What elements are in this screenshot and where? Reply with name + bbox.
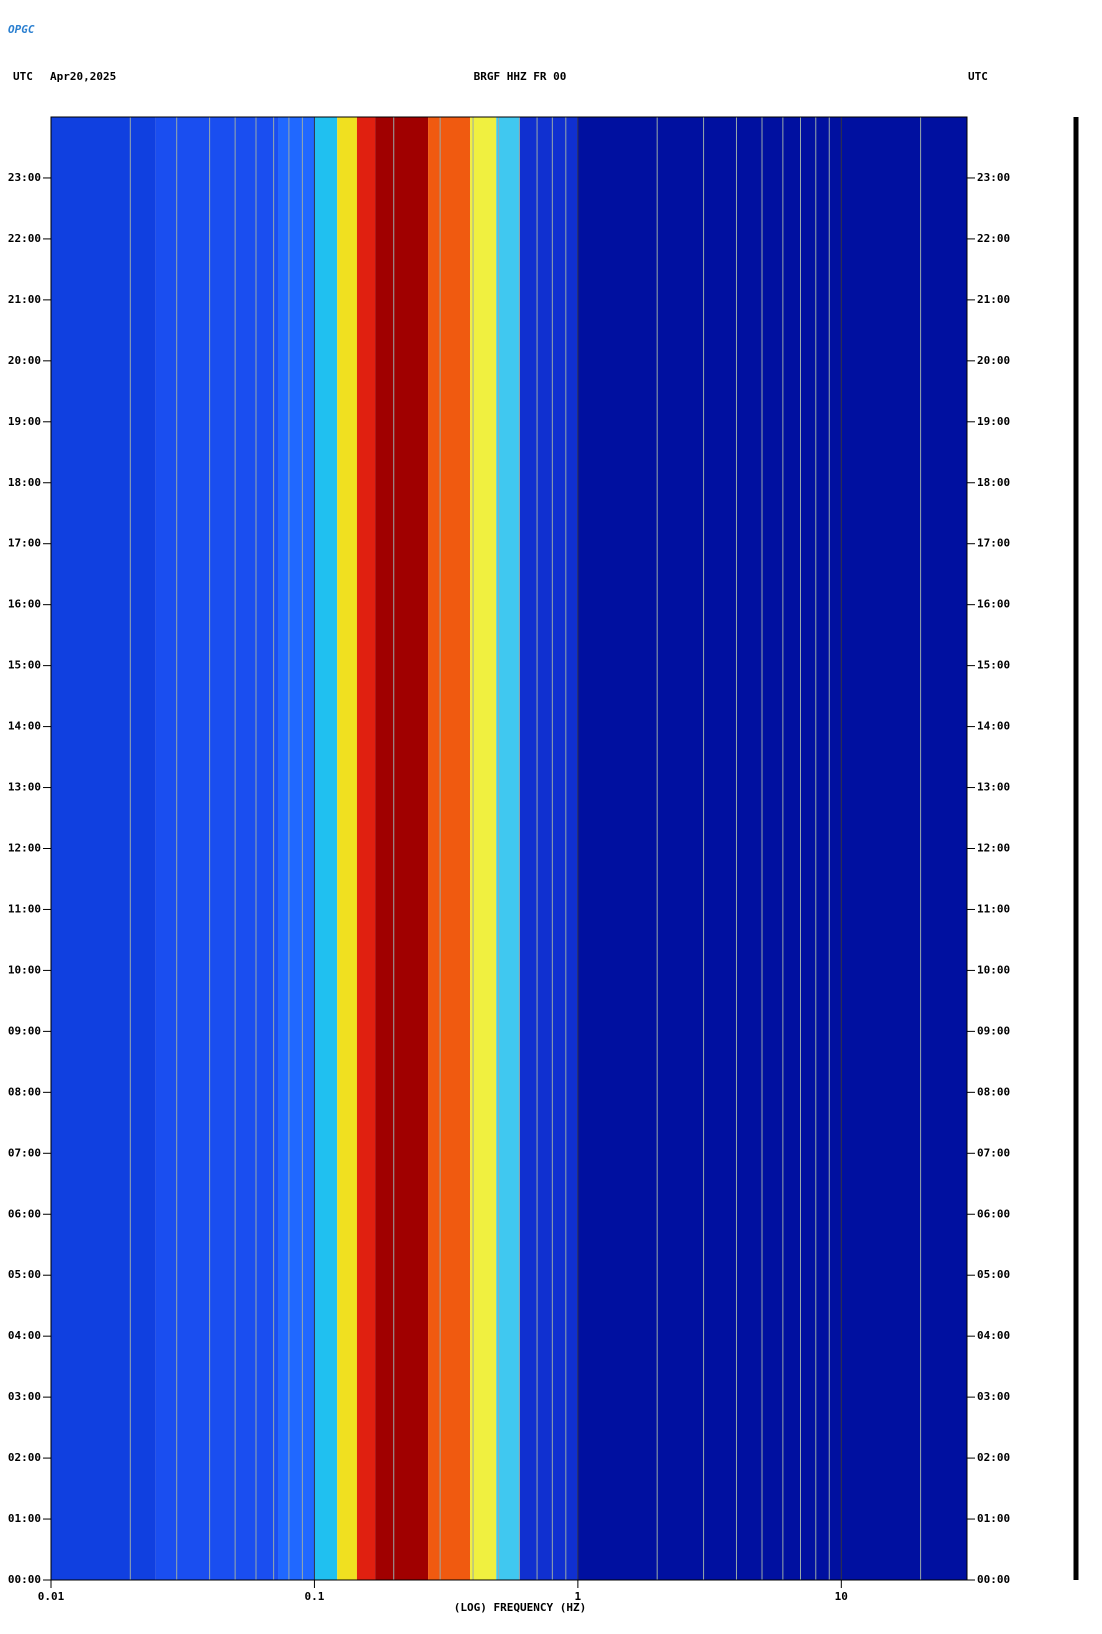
y-tick-label: 15:00 <box>8 659 41 672</box>
y-tick-label: 08:00 <box>8 1085 41 1098</box>
chart-title: BRGF HHZ FR 00 <box>474 70 567 83</box>
y-tick-label-right: 07:00 <box>977 1146 1010 1159</box>
y-tick-label-right: 10:00 <box>977 963 1010 976</box>
y-tick-label: 11:00 <box>8 902 41 915</box>
y-tick-label: 20:00 <box>8 354 41 367</box>
y-tick-label: 00:00 <box>8 1573 41 1586</box>
plot-frame <box>50 116 968 1581</box>
left-label: UTC <box>13 70 33 83</box>
y-tick-label: 14:00 <box>8 720 41 733</box>
x-tick-label: 1 <box>575 1590 582 1603</box>
band <box>314 117 338 1580</box>
y-tick-label-right: 14:00 <box>977 720 1010 733</box>
y-tick-label: 21:00 <box>8 293 41 306</box>
y-tick-label-right: 17:00 <box>977 537 1010 550</box>
y-tick-label: 06:00 <box>8 1207 41 1220</box>
y-tick-label-right: 22:00 <box>977 232 1010 245</box>
y-tick-label-right: 05:00 <box>977 1268 1010 1281</box>
y-tick-label-right: 09:00 <box>977 1024 1010 1037</box>
y-tick-label-right: 02:00 <box>977 1451 1010 1464</box>
y-tick-label: 02:00 <box>8 1451 41 1464</box>
y-tick-label-right: 01:00 <box>977 1512 1010 1525</box>
right-label: UTC <box>968 70 988 83</box>
y-tick-label: 23:00 <box>8 171 41 184</box>
y-tick-label: 19:00 <box>8 415 41 428</box>
y-tick-label-right: 08:00 <box>977 1085 1010 1098</box>
x-tick-label: 0.1 <box>304 1590 324 1603</box>
band <box>428 117 471 1580</box>
y-tick-label: 22:00 <box>8 232 41 245</box>
y-tick-label: 09:00 <box>8 1024 41 1037</box>
y-tick-label: 03:00 <box>8 1390 41 1403</box>
y-tick-label: 10:00 <box>8 963 41 976</box>
y-tick-label: 17:00 <box>8 537 41 550</box>
y-tick-label: 04:00 <box>8 1329 41 1342</box>
x-tick-label: 0.01 <box>38 1590 65 1603</box>
y-tick-label-right: 03:00 <box>977 1390 1010 1403</box>
y-tick-label-right: 16:00 <box>977 598 1010 611</box>
date: Apr20,2025 <box>50 70 116 83</box>
band <box>577 117 967 1580</box>
band <box>470 117 497 1580</box>
y-tick-label-right: 12:00 <box>977 842 1010 855</box>
x-tick-label: 10 <box>835 1590 848 1603</box>
band <box>356 117 376 1580</box>
y-tick-label: 01:00 <box>8 1512 41 1525</box>
y-tick-label: 13:00 <box>8 781 41 794</box>
y-tick-label-right: 04:00 <box>977 1329 1010 1342</box>
band <box>155 117 279 1580</box>
y-tick-label-right: 13:00 <box>977 781 1010 794</box>
y-tick-label-right: 18:00 <box>977 476 1010 489</box>
y-tick-label: 18:00 <box>8 476 41 489</box>
logo: OPGC <box>8 23 35 36</box>
y-tick-label-right: 11:00 <box>977 902 1010 915</box>
band <box>51 117 156 1580</box>
y-tick-label-right: 00:00 <box>977 1573 1010 1586</box>
y-tick-label-right: 21:00 <box>977 293 1010 306</box>
y-tick-label-right: 15:00 <box>977 659 1010 672</box>
y-tick-label-right: 20:00 <box>977 354 1010 367</box>
band <box>375 117 429 1580</box>
y-tick-label-right: 23:00 <box>977 171 1010 184</box>
y-tick-label: 12:00 <box>8 842 41 855</box>
band <box>278 117 315 1580</box>
y-tick-label: 05:00 <box>8 1268 41 1281</box>
x-axis-label: (LOG) FREQUENCY (HZ) <box>454 1601 586 1614</box>
y-tick-label-right: 19:00 <box>977 415 1010 428</box>
band <box>496 117 520 1580</box>
y-tick-label: 07:00 <box>8 1146 41 1159</box>
band <box>337 117 357 1580</box>
y-tick-label-right: 06:00 <box>977 1207 1010 1220</box>
y-tick-label: 16:00 <box>8 598 41 611</box>
band <box>519 117 578 1580</box>
